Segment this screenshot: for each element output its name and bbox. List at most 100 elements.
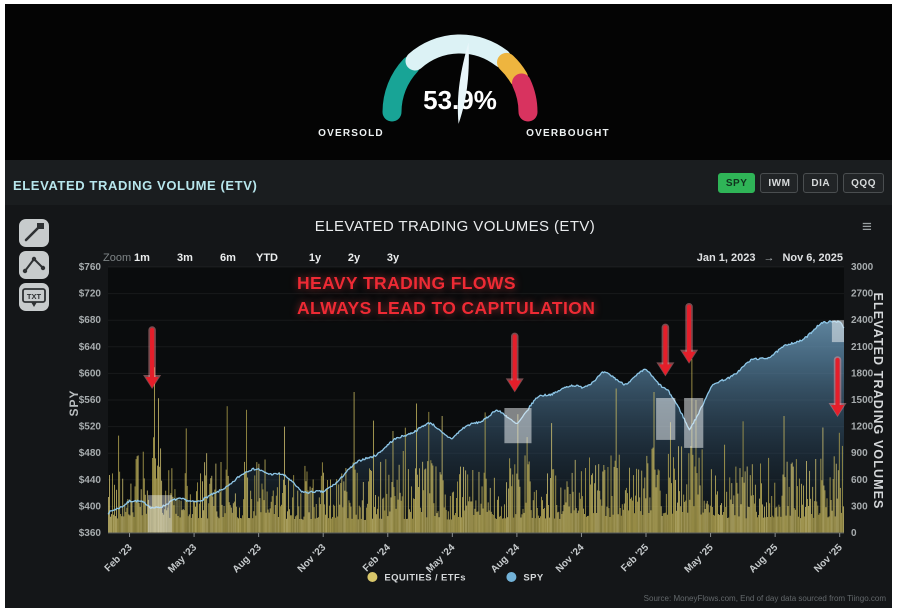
volume-bar — [811, 514, 813, 533]
chart-menu-icon[interactable]: ≡ — [862, 217, 872, 236]
volume-bar — [341, 473, 343, 533]
volume-bar — [433, 503, 435, 533]
text-tool-icon[interactable]: TXT — [19, 283, 49, 311]
volume-bar — [235, 506, 237, 533]
volume-bar — [716, 494, 717, 533]
volume-bar — [485, 478, 487, 533]
right-axis-tick: 600 — [851, 475, 868, 486]
volume-bar — [197, 482, 198, 533]
gauge-oversold-label: OVERSOLD — [318, 128, 384, 139]
volume-bar — [394, 496, 396, 533]
volume-bar — [808, 506, 809, 533]
volume-bar — [538, 518, 540, 533]
volume-bar — [416, 403, 417, 533]
volume-bar — [534, 518, 536, 533]
volume-bar — [581, 496, 583, 533]
volume-bar — [283, 479, 284, 533]
volume-bar — [374, 507, 375, 533]
volume-bar — [662, 513, 664, 533]
ticker-button-dia[interactable]: DIA — [803, 173, 839, 193]
zoom-option-3y[interactable]: 3y — [387, 252, 400, 264]
volume-bar — [240, 518, 241, 533]
volume-bar — [706, 500, 708, 533]
ticker-button-qqq[interactable]: QQQ — [843, 173, 884, 193]
ticker-button-spy[interactable]: SPY — [717, 173, 756, 193]
volume-bar — [531, 517, 533, 533]
pattern-tool-icon[interactable] — [19, 251, 49, 279]
volume-bar — [506, 482, 508, 533]
volume-bar — [275, 495, 277, 533]
volume-bar — [156, 478, 157, 533]
volume-bar — [698, 457, 700, 533]
volume-bar — [140, 489, 142, 533]
volume-bar — [183, 510, 185, 533]
x-axis-label: Aug '23 — [231, 542, 264, 575]
volume-bar — [221, 504, 223, 533]
volume-bar — [523, 512, 525, 533]
volume-bar — [556, 505, 558, 533]
volume-bar — [126, 507, 128, 533]
volume-bar — [333, 504, 335, 533]
volume-bar — [386, 493, 388, 533]
volume-bar — [173, 505, 175, 533]
volume-bar — [188, 514, 190, 533]
zoom-option-3m[interactable]: 3m — [177, 252, 193, 264]
volume-bar — [125, 511, 127, 533]
volume-bar — [118, 435, 120, 533]
volume-bar — [613, 466, 615, 533]
zoom-option-ytd[interactable]: YTD — [256, 252, 278, 264]
zoom-option-6m[interactable]: 6m — [220, 252, 236, 264]
volume-bar — [660, 506, 662, 533]
annotation-line-1: HEAVY TRADING FLOWS — [297, 273, 516, 293]
volume-bar — [785, 515, 787, 533]
volume-bar — [180, 500, 182, 533]
legend-item-spy[interactable]: SPY — [506, 572, 543, 584]
volume-bar — [446, 519, 448, 533]
ticker-button-iwm[interactable]: IWM — [760, 173, 799, 193]
legend-item-equities-etfs[interactable]: EQUITIES / ETFs — [367, 572, 466, 584]
volume-bar — [694, 466, 696, 533]
x-axis-label: May '24 — [424, 542, 457, 575]
left-axis-tick: $560 — [79, 395, 102, 406]
volume-bar — [645, 498, 647, 533]
volume-bar — [174, 489, 176, 533]
x-axis-label: Aug '24 — [489, 542, 522, 575]
volume-bar — [292, 497, 294, 533]
volume-bar — [674, 468, 675, 533]
volume-bar — [159, 466, 160, 533]
volume-bar — [633, 475, 634, 533]
volume-bar — [143, 478, 145, 533]
volume-bar — [167, 507, 169, 533]
volume-bar — [274, 505, 276, 533]
volume-bar — [606, 506, 608, 533]
volume-bar — [693, 506, 695, 533]
volume-bar — [479, 514, 481, 533]
zoom-option-1m[interactable]: 1m — [134, 252, 150, 264]
volume-bar — [220, 462, 222, 533]
volume-bar — [112, 473, 113, 533]
volume-bar — [769, 503, 771, 533]
volume-bar — [268, 512, 270, 533]
volume-bar — [695, 400, 697, 533]
trendline-tool-icon[interactable] — [19, 219, 49, 247]
volume-bar — [440, 474, 442, 533]
volume-bar — [839, 487, 841, 533]
volume-bar — [838, 432, 840, 533]
spy-line — [107, 320, 845, 515]
volume-bar — [840, 512, 842, 533]
volume-bar — [258, 463, 260, 533]
volume-bar — [572, 491, 574, 533]
volume-bar — [761, 483, 762, 533]
volume-bar — [377, 508, 379, 533]
zoom-option-2y[interactable]: 2y — [348, 252, 361, 264]
volume-bar — [831, 510, 833, 533]
volume-bar — [404, 427, 406, 533]
volume-bar — [653, 392, 655, 533]
volume-bar — [614, 460, 616, 533]
volume-bar — [478, 471, 480, 533]
volume-bar — [385, 459, 387, 533]
volume-bar — [608, 508, 610, 533]
volume-bar — [558, 511, 560, 533]
volume-bar — [227, 475, 229, 533]
zoom-option-1y[interactable]: 1y — [309, 252, 322, 264]
